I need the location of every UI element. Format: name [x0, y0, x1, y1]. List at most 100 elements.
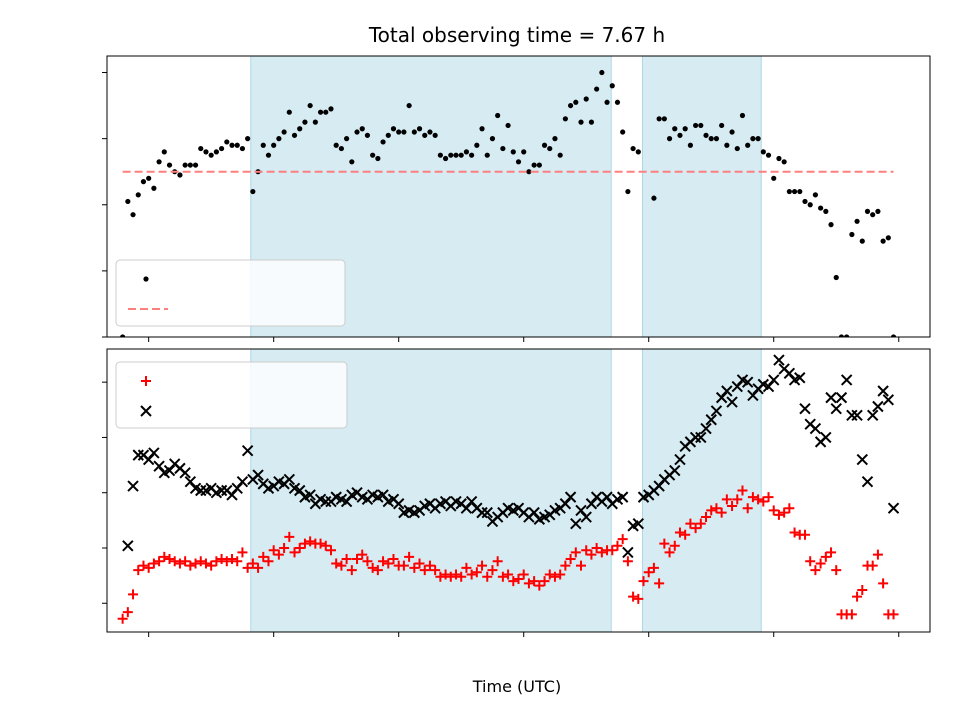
matched-star-point [430, 565, 441, 576]
measurement-point [541, 142, 548, 148]
matched-star-point [846, 609, 857, 620]
predicted-star-point [783, 367, 796, 380]
matched-star-point [471, 567, 482, 578]
measurement-point [130, 212, 136, 218]
measurement-point [135, 192, 141, 198]
matched-star-point [154, 556, 165, 567]
matched-star-point [497, 571, 508, 582]
matched-star-point [331, 558, 342, 569]
predicted-star-point [241, 444, 254, 457]
measurement-point [818, 205, 824, 211]
matched-star-point [529, 576, 540, 587]
matched-star-point [279, 542, 290, 553]
predicted-star-point [340, 495, 353, 508]
matched-star-point [805, 556, 816, 567]
measurement-point [562, 116, 568, 122]
measurement-point [521, 149, 527, 155]
matched-star-point [539, 576, 550, 587]
measurement-point [745, 142, 751, 148]
measurement-point [567, 102, 574, 109]
measurement-point [526, 169, 532, 175]
matched-star-point [768, 505, 779, 516]
measurement-point [416, 126, 423, 132]
measurement-point [802, 198, 808, 205]
matched-star-point [185, 560, 196, 571]
measurement-point [890, 334, 897, 337]
measurement-point [177, 172, 183, 178]
matched-star-point [221, 556, 232, 567]
matched-star-point [820, 551, 831, 562]
predicted-star-point [294, 484, 306, 497]
measurement-point [495, 112, 501, 119]
matched-star-point [320, 540, 331, 551]
matched-star-point [555, 569, 566, 580]
predicted-star-point [132, 449, 144, 461]
predicted-star-point [705, 414, 717, 426]
measurement-point [547, 145, 553, 152]
matched-star-point [581, 545, 592, 556]
predicted-star-point [866, 409, 879, 422]
chart-title: Total observing time = 7.67 h [368, 23, 665, 47]
matched-star-point [669, 540, 680, 551]
measurement-point [682, 126, 688, 132]
measurement-point [677, 132, 683, 138]
matched-star-point [456, 571, 467, 582]
predicted-star-point [846, 409, 858, 422]
measurement-point [807, 202, 813, 208]
measurement-point [578, 119, 584, 125]
matched-star-point [789, 527, 800, 538]
matched-star-point [888, 609, 899, 620]
matched-star-point [435, 571, 446, 582]
predicted-star-point [320, 495, 332, 508]
predicted-star-point [283, 473, 296, 486]
matched-star-point [388, 554, 399, 565]
measurement-point [276, 136, 282, 142]
matched-star-point [674, 527, 685, 538]
matched-star-point [727, 500, 738, 511]
predicted-star-point [559, 498, 572, 510]
measurement-point [140, 179, 147, 185]
measurement-point [208, 152, 214, 158]
legend-predicted-swatch [140, 405, 152, 417]
predicted-star-point [153, 460, 165, 472]
matched-star-point [810, 565, 821, 576]
matched-star-point [690, 523, 701, 534]
measurement-point [625, 188, 631, 195]
measurement-point [854, 218, 860, 224]
measurement-point [666, 136, 673, 142]
matched-star-point [716, 507, 727, 518]
measurement-point [724, 142, 730, 148]
predicted-star-point [215, 484, 228, 497]
matched-star-point [450, 569, 461, 580]
matched-star-point [867, 560, 878, 571]
matched-star-point [206, 560, 217, 571]
matched-star-point [237, 547, 248, 558]
predicted-star-point [476, 506, 488, 519]
measurement-point [583, 96, 589, 102]
measurement-point [755, 136, 761, 142]
predicted-star-point [768, 374, 780, 386]
predicted-star-point [585, 498, 598, 510]
predicted-star-point [840, 374, 853, 386]
measurement-point [151, 185, 157, 191]
measurement-point [344, 136, 350, 142]
matched-star-point [200, 558, 211, 569]
matched-star-point [695, 518, 706, 529]
matched-star-point [586, 549, 597, 560]
measurement-point [385, 132, 391, 138]
measurement-point [203, 149, 209, 155]
measurement-point [484, 152, 490, 158]
matched-star-point [799, 529, 810, 540]
matched-star-point [779, 507, 790, 518]
measurement-point [442, 155, 449, 162]
measurement-point [698, 122, 704, 129]
matched-star-point [763, 492, 774, 503]
matched-star-point [195, 556, 206, 567]
measurement-point [120, 334, 126, 337]
predicted-star-point [570, 517, 582, 530]
matched-star-point [534, 580, 545, 591]
matched-star-point [190, 558, 201, 569]
measurement-point [786, 188, 792, 195]
measurement-point [864, 208, 871, 214]
